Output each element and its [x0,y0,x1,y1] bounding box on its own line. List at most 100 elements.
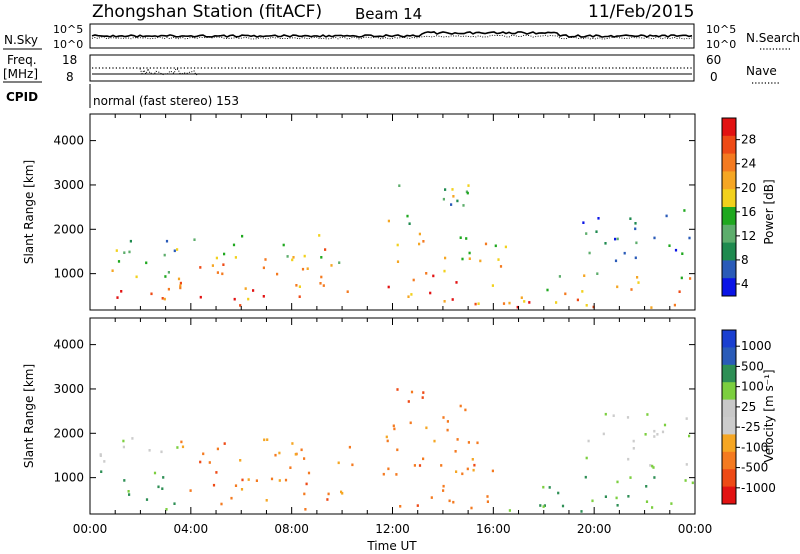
data-cell [341,492,344,495]
data-cell [326,498,329,501]
data-cell [665,214,668,218]
data-cell [546,288,549,292]
data-cell [685,463,688,466]
colorbar-swatch [722,224,736,244]
data-cell [167,287,170,291]
data-cell [674,248,678,252]
data-cell [127,490,130,493]
data-cell [145,261,148,265]
data-cell [602,432,605,436]
y-tick-label: 1000 [53,267,84,281]
data-cell [471,458,474,461]
colorbar-swatch [722,451,736,470]
data-cell [241,234,244,238]
noise-panel-frame [89,23,695,49]
data-cell [543,504,546,507]
data-cell [131,437,134,440]
data-cell [455,470,458,473]
data-cell [596,272,599,275]
freq-tick-bottom: 8 [66,70,74,84]
data-cell [247,297,250,301]
data-cell [346,290,349,293]
data-cell [319,282,322,285]
noise-search-line [91,34,693,40]
data-cell [103,460,106,463]
velocity-scatter-data [99,388,694,513]
data-cell [595,230,598,233]
data-cell [100,470,103,473]
data-cell [153,471,157,475]
data-cell [422,457,425,461]
data-cell [413,464,416,467]
data-cell [234,484,238,487]
colorbar-tick-label: -25 [741,420,761,434]
data-cell [199,460,202,464]
data-cell [262,295,265,298]
data-cell [165,239,169,243]
nsearch-label: N.Search [746,31,800,45]
data-cell [645,485,648,488]
data-cell [459,236,462,239]
data-cell [220,502,223,506]
data-cell [129,239,132,243]
data-cell [409,421,412,425]
data-cell [629,217,632,220]
data-cell [455,281,458,284]
data-cell [181,445,185,449]
noise-tick-left-bottom: 10^0 [53,38,83,51]
colorbar-swatch [722,364,736,383]
data-cell [542,505,545,508]
data-cell [615,496,618,500]
data-cell [266,438,269,441]
data-cell [646,413,649,416]
data-cell [653,236,656,240]
data-cell [215,471,218,474]
data-cell [289,466,292,469]
data-cell [604,495,607,498]
data-cell [301,267,305,271]
data-cell [255,479,258,482]
data-cell [432,274,435,278]
data-cell [307,471,311,475]
data-cell [491,469,494,473]
data-cell [162,476,165,479]
data-cell [516,305,519,309]
data-cell [649,464,652,467]
colorbar-tick-label: 4 [741,277,749,291]
data-cell [670,502,673,505]
data-cell [425,272,428,275]
data-cell [479,259,482,263]
data-cell [528,301,531,304]
data-cell [263,438,266,442]
power-colorbar-label: Power [dB] [762,179,776,244]
data-cell [412,278,415,282]
data-cell [681,252,684,255]
data-cell [652,466,655,469]
data-cell [351,463,354,467]
data-cell [443,269,446,273]
data-cell [637,281,640,284]
data-cell [410,293,413,296]
data-cell [486,495,489,498]
data-cell [585,456,588,460]
x-tick-label: 04:00 [174,522,209,536]
data-cell [286,255,289,258]
nave-tick-bottom: 0 [710,70,718,84]
x-tick-label: 12:00 [375,522,410,536]
data-cell [651,464,654,468]
data-cell [450,203,453,206]
data-cell [123,251,126,254]
colorbar-tick-label: 500 [741,359,764,373]
data-cell [491,284,494,287]
x-tick-label: 16:00 [476,522,511,536]
data-cell [626,416,630,419]
colorbar-swatch [722,330,736,348]
data-cell [555,301,558,304]
data-cell [678,290,681,293]
colorbar-swatch [722,382,736,401]
data-cell [422,240,425,243]
data-cell [635,241,638,245]
freq-tick-top: 18 [62,53,77,67]
data-cell [386,439,389,443]
data-cell [303,457,306,460]
